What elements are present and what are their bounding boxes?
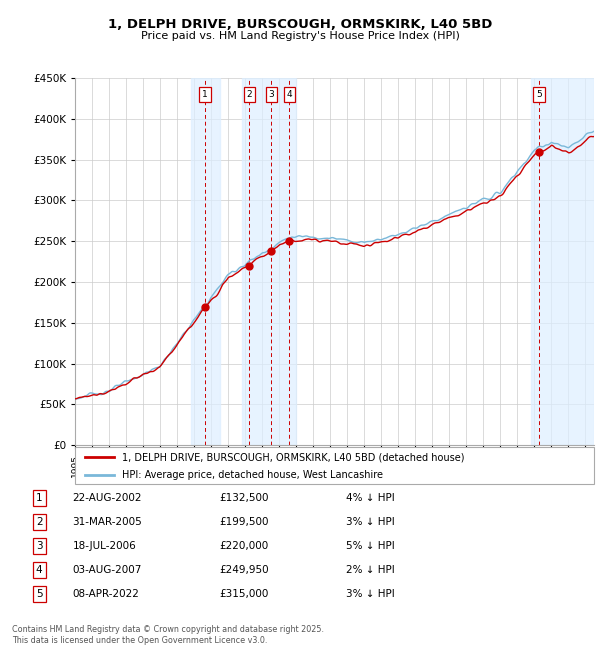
Text: £132,500: £132,500: [220, 493, 269, 502]
Text: 22-AUG-2002: 22-AUG-2002: [73, 493, 142, 502]
Text: 3: 3: [268, 90, 274, 99]
Text: 2: 2: [36, 517, 43, 526]
Text: 2: 2: [247, 90, 252, 99]
Text: 1, DELPH DRIVE, BURSCOUGH, ORMSKIRK, L40 5BD: 1, DELPH DRIVE, BURSCOUGH, ORMSKIRK, L40…: [108, 18, 492, 31]
Text: HPI: Average price, detached house, West Lancashire: HPI: Average price, detached house, West…: [122, 470, 383, 480]
Text: 1: 1: [36, 493, 43, 502]
Text: £199,500: £199,500: [220, 517, 269, 526]
Text: Price paid vs. HM Land Registry's House Price Index (HPI): Price paid vs. HM Land Registry's House …: [140, 31, 460, 40]
Bar: [191, 78, 220, 445]
Text: 3: 3: [36, 541, 43, 551]
Text: 3% ↓ HPI: 3% ↓ HPI: [346, 517, 395, 526]
Text: £220,000: £220,000: [220, 541, 269, 551]
FancyBboxPatch shape: [75, 447, 594, 484]
Text: This data is licensed under the Open Government Licence v3.0.: This data is licensed under the Open Gov…: [12, 636, 268, 645]
Text: 4% ↓ HPI: 4% ↓ HPI: [346, 493, 395, 502]
Text: 3% ↓ HPI: 3% ↓ HPI: [346, 589, 395, 599]
Text: 5: 5: [36, 589, 43, 599]
Text: £315,000: £315,000: [220, 589, 269, 599]
Bar: [242, 78, 296, 445]
Text: 5% ↓ HPI: 5% ↓ HPI: [346, 541, 395, 551]
Text: 31-MAR-2005: 31-MAR-2005: [73, 517, 142, 526]
Text: 03-AUG-2007: 03-AUG-2007: [73, 565, 142, 575]
Text: 1: 1: [202, 90, 208, 99]
Bar: [531, 78, 594, 445]
Text: 18-JUL-2006: 18-JUL-2006: [73, 541, 136, 551]
Text: 1, DELPH DRIVE, BURSCOUGH, ORMSKIRK, L40 5BD (detached house): 1, DELPH DRIVE, BURSCOUGH, ORMSKIRK, L40…: [122, 452, 464, 462]
Text: £249,950: £249,950: [220, 565, 269, 575]
Text: 4: 4: [286, 90, 292, 99]
Text: 08-APR-2022: 08-APR-2022: [73, 589, 139, 599]
Text: 4: 4: [36, 565, 43, 575]
Text: 2% ↓ HPI: 2% ↓ HPI: [346, 565, 395, 575]
Text: Contains HM Land Registry data © Crown copyright and database right 2025.: Contains HM Land Registry data © Crown c…: [12, 625, 324, 634]
Text: 5: 5: [536, 90, 542, 99]
